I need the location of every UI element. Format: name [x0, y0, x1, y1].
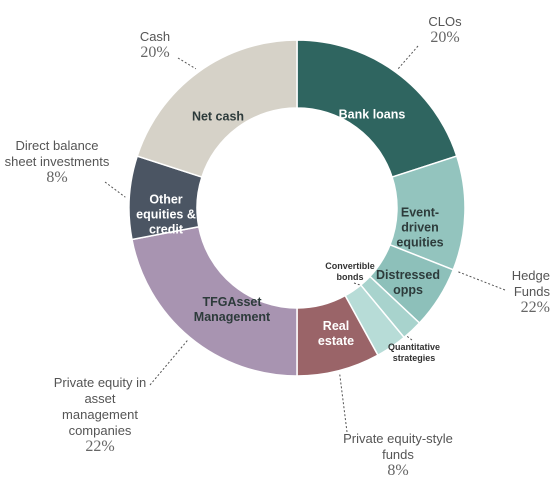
group-value: 20% — [140, 44, 170, 61]
slice — [136, 39, 298, 179]
group-name: Hedge Funds — [511, 268, 550, 299]
slice-label: Net cash — [191, 109, 245, 124]
group-name: Cash — [139, 29, 171, 44]
group-label: Private equity in asset management compa… — [50, 375, 150, 455]
group-label: Hedge Funds 22% — [490, 268, 550, 316]
slice — [131, 225, 298, 377]
group-name: Direct balance sheet investments — [4, 138, 110, 169]
slice-label: Quantitative strategies — [387, 342, 440, 363]
group-label: Direct balance sheet investments 8% — [5, 138, 110, 186]
slice-label: TFGAsset Management — [193, 295, 271, 324]
group-value: 8% — [387, 462, 409, 479]
leader — [339, 374, 348, 433]
group-name: CLOs — [428, 14, 462, 29]
slice-label: Convertible bonds — [325, 261, 375, 282]
slice-label: Distressed opps — [376, 268, 440, 297]
group-name: Private equity in asset management compa… — [53, 375, 147, 438]
group-value: 22% — [85, 438, 115, 455]
leader — [456, 270, 506, 291]
leader — [104, 181, 126, 198]
group-value: 8% — [46, 169, 68, 186]
group-label: CLOs 20% — [415, 14, 475, 46]
slice-label: Other equities & credit — [136, 192, 196, 237]
leader — [397, 45, 419, 70]
group-value: 22% — [520, 299, 550, 316]
slice-label: Bank loans — [338, 107, 406, 122]
group-label: Cash 20% — [125, 29, 185, 61]
slice-label: Real estate — [317, 319, 355, 348]
leader — [149, 340, 188, 386]
slice-label: Event-driven equities — [396, 205, 444, 250]
leader — [177, 57, 197, 70]
group-value: 20% — [430, 29, 460, 46]
group-label: Private equity-style funds 8% — [343, 431, 453, 479]
group-name: Private equity-style funds — [343, 431, 453, 462]
